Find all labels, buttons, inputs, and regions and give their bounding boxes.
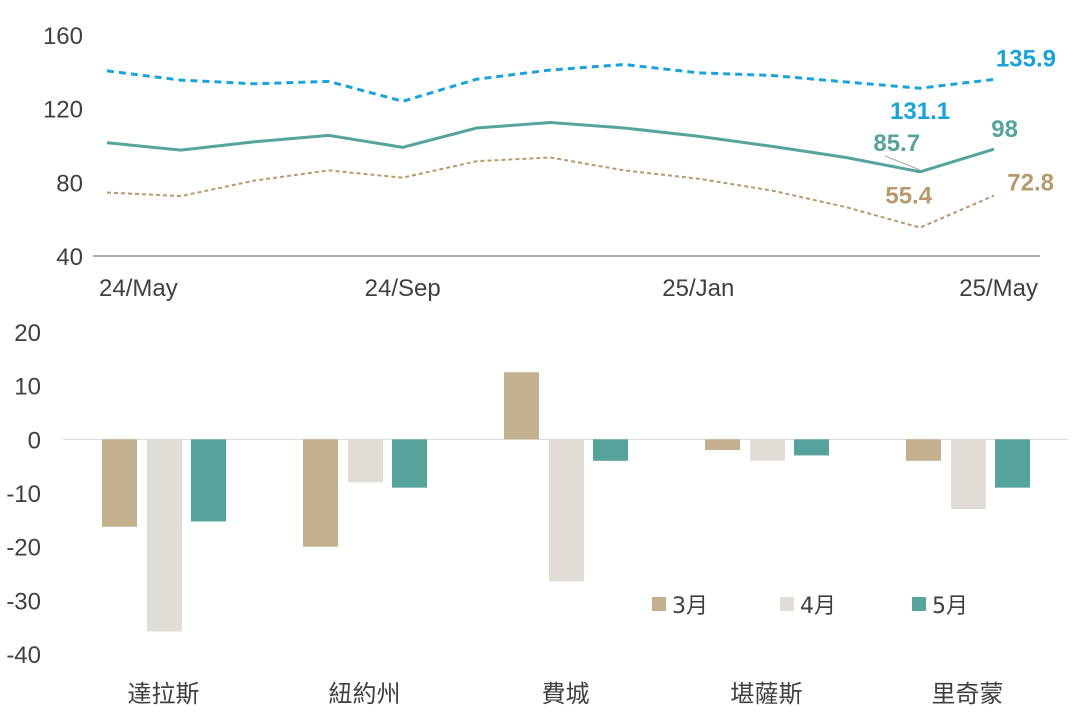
bar-費城-5月	[593, 439, 628, 461]
line-x-tick-label: 25/May	[959, 275, 1038, 302]
line-x-tick-label: 24/May	[99, 275, 178, 302]
legend-swatch	[912, 597, 926, 611]
bar-里奇蒙-4月	[951, 439, 986, 510]
bar-y-tick-label: 20	[14, 320, 41, 347]
bar-category-label: 堪薩斯	[731, 680, 803, 708]
bar-達拉斯-4月	[147, 439, 182, 632]
bar-y-tick-label: -40	[6, 642, 41, 669]
legend-label: 3月	[672, 594, 708, 619]
legend-swatch	[780, 597, 794, 611]
line-y-tick-label: 40	[56, 244, 83, 271]
bar-達拉斯-5月	[191, 439, 226, 522]
line-data-label: 72.8	[1007, 170, 1054, 197]
line-x-tick-label: 25/Jan	[662, 275, 734, 302]
bar-category-label: 里奇蒙	[932, 680, 1004, 708]
line-y-tick-label: 120	[43, 97, 83, 124]
bar-里奇蒙-5月	[995, 439, 1030, 488]
bar-category-label: 紐約州	[329, 680, 401, 708]
label-leader-line	[884, 155, 921, 171]
bar-堪薩斯-5月	[794, 439, 829, 456]
bar-y-tick-label: -30	[6, 588, 41, 615]
bar-y-tick-label: 10	[14, 374, 41, 401]
line-data-label: 55.4	[885, 183, 932, 210]
bar-堪薩斯-3月	[705, 439, 740, 451]
line-series-dotted	[106, 156, 995, 229]
bar-y-tick-label: -10	[6, 481, 41, 508]
legend-label: 4月	[800, 594, 836, 619]
bar-紐約州-3月	[303, 439, 338, 547]
bar-堪薩斯-4月	[750, 439, 785, 461]
legend-swatch	[652, 597, 666, 611]
bar-category-label: 達拉斯	[128, 680, 200, 708]
line-series-solid	[106, 120, 995, 174]
bar-chart: -40 -30 -20 -10 0 10 20 達拉斯 紐約州 費城 堪薩斯 里奇蒙 3月 4月 5月	[6, 320, 1068, 708]
line-data-label: 131.1	[890, 98, 950, 125]
bar-達拉斯-3月	[102, 439, 137, 527]
line-series-dashed	[106, 62, 995, 103]
bar-費城-3月	[504, 372, 539, 440]
bar-里奇蒙-3月	[906, 439, 941, 461]
bar-紐約州-4月	[348, 439, 383, 483]
bar-category-label: 費城	[542, 680, 590, 708]
line-y-tick-label: 80	[56, 170, 83, 197]
line-x-tick-label: 24/Sep	[365, 275, 441, 302]
line-y-tick-label: 160	[43, 23, 83, 50]
bar-y-tick-label: -20	[6, 535, 41, 562]
legend-label: 5月	[932, 594, 968, 619]
line-data-label: 135.9	[996, 45, 1056, 72]
bar-紐約州-5月	[392, 439, 427, 488]
bar-y-tick-label: 0	[28, 427, 41, 454]
line-data-label: 98	[991, 116, 1018, 143]
bar-費城-4月	[549, 439, 584, 582]
line-chart: 40 80 120 160 24/May 24/Sep 25/Jan 25/May 131.1 1…	[43, 23, 1056, 302]
line-data-label: 85.7	[873, 130, 920, 157]
